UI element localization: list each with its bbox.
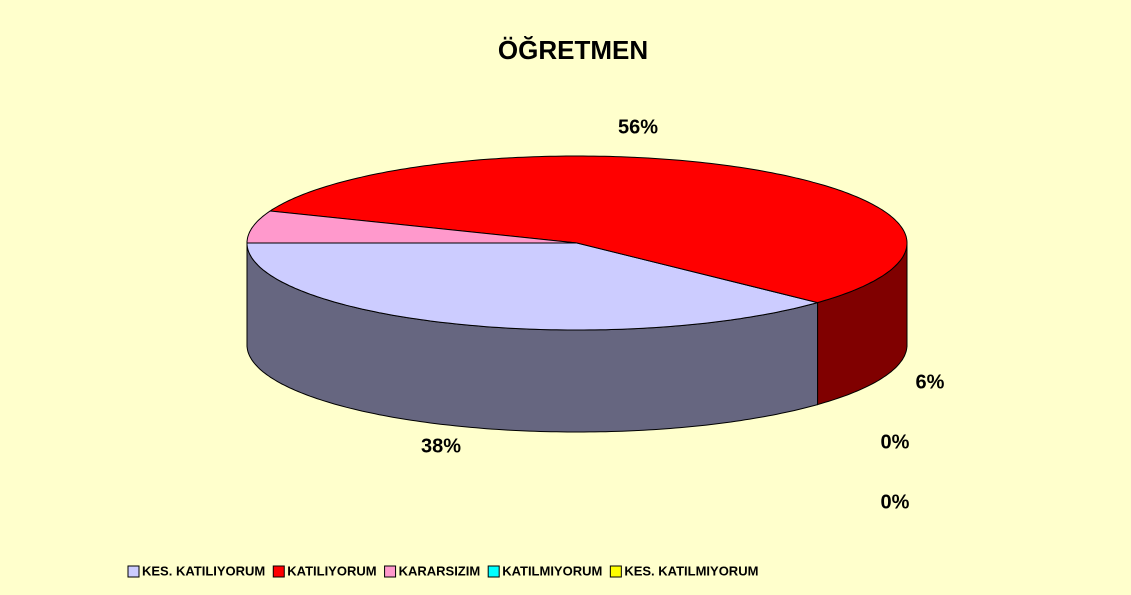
legend-label: KATILIYORUM — [287, 563, 376, 578]
legend-swatch — [609, 565, 622, 578]
legend-label: KES. KATILIYORUM — [142, 563, 265, 578]
data-label: 38% — [421, 435, 461, 457]
data-label: 6% — [916, 371, 945, 393]
data-label: 0% — [881, 491, 910, 513]
slice — [246, 210, 578, 244]
slice — [268, 155, 908, 304]
legend-label: KATILMIYORUM — [502, 563, 602, 578]
legend-swatch — [487, 565, 500, 578]
data-label: 56% — [618, 116, 658, 138]
legend-label: KARARSIZIM — [399, 563, 481, 578]
legend-swatch — [272, 565, 285, 578]
legend-label: KES. KATILMIYORUM — [624, 563, 758, 578]
legend-swatch — [384, 565, 397, 578]
chart-title: ÖĞRETMEN — [498, 35, 648, 65]
legend-swatch — [127, 565, 140, 578]
data-label: 0% — [881, 431, 910, 453]
slice — [246, 242, 818, 331]
